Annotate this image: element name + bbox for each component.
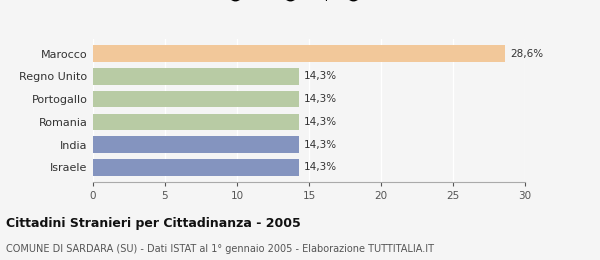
Text: Cittadini Stranieri per Cittadinanza - 2005: Cittadini Stranieri per Cittadinanza - 2… bbox=[6, 217, 301, 230]
Text: 14,3%: 14,3% bbox=[304, 117, 337, 127]
Text: 28,6%: 28,6% bbox=[510, 49, 543, 59]
Text: 14,3%: 14,3% bbox=[304, 140, 337, 149]
Legend: Africa, Europa, Asia: Africa, Europa, Asia bbox=[229, 0, 389, 5]
Bar bbox=[93, 91, 299, 107]
Text: 14,3%: 14,3% bbox=[304, 162, 337, 172]
Text: 14,3%: 14,3% bbox=[304, 94, 337, 104]
Bar bbox=[93, 159, 299, 176]
Text: COMUNE DI SARDARA (SU) - Dati ISTAT al 1° gennaio 2005 - Elaborazione TUTTITALIA: COMUNE DI SARDARA (SU) - Dati ISTAT al 1… bbox=[6, 244, 434, 254]
Text: 14,3%: 14,3% bbox=[304, 72, 337, 81]
Bar bbox=[93, 46, 505, 62]
Bar bbox=[93, 136, 299, 153]
Bar bbox=[93, 114, 299, 130]
Bar bbox=[93, 68, 299, 84]
